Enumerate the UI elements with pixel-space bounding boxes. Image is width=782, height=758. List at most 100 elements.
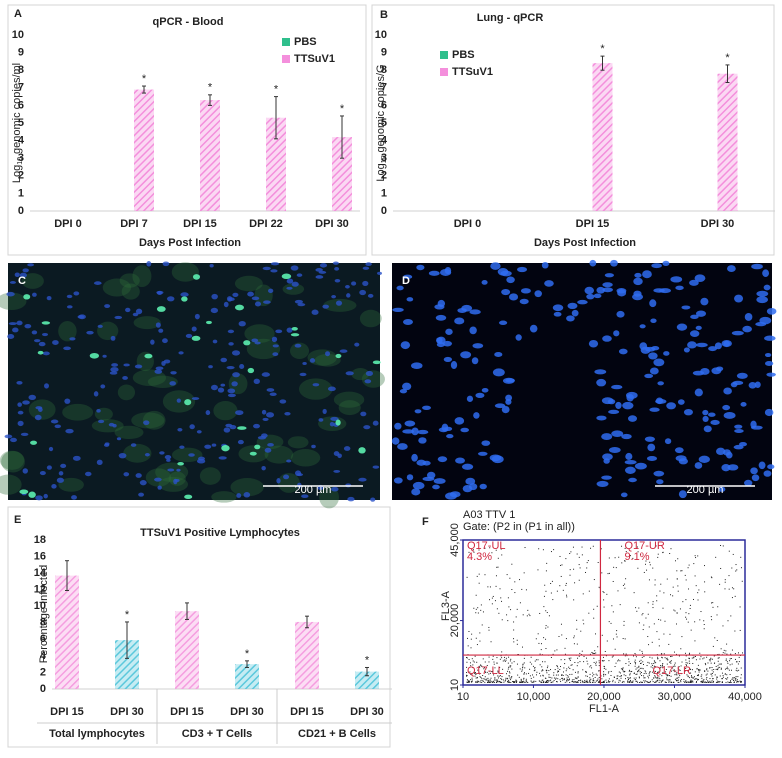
event-dot xyxy=(740,556,742,558)
cell xyxy=(309,358,316,363)
event-dot xyxy=(586,671,588,673)
significance-marker: * xyxy=(245,648,250,660)
event-dot xyxy=(709,660,711,662)
event-dot xyxy=(695,585,697,587)
event-dot xyxy=(654,579,656,581)
event-dot xyxy=(648,673,650,675)
quadrant-name: Q17-LR xyxy=(652,665,691,677)
cell xyxy=(683,347,690,353)
event-dot xyxy=(610,670,612,672)
cell xyxy=(339,349,348,353)
event-dot xyxy=(647,613,649,615)
event-dot xyxy=(645,671,647,673)
event-dot xyxy=(704,662,706,664)
cell xyxy=(331,294,336,299)
cell xyxy=(442,340,453,347)
event-dot xyxy=(740,567,742,569)
event-dot xyxy=(509,677,511,679)
event-dot xyxy=(484,667,486,669)
event-dot xyxy=(685,612,687,614)
event-dot xyxy=(638,677,640,679)
event-dot xyxy=(602,660,604,662)
event-dot xyxy=(573,681,575,683)
event-dot xyxy=(519,681,521,683)
event-dot xyxy=(670,548,672,550)
event-dot xyxy=(697,679,699,681)
event-dot xyxy=(713,662,715,664)
event-dot xyxy=(489,670,491,672)
event-dot xyxy=(590,678,592,680)
cell xyxy=(171,447,203,463)
event-dot xyxy=(594,682,596,683)
cell xyxy=(690,330,700,338)
event-dot xyxy=(605,679,607,681)
event-dot xyxy=(488,629,490,631)
event-dot xyxy=(712,671,714,673)
event-dot xyxy=(521,667,523,669)
event-dot xyxy=(665,658,667,660)
event-dot xyxy=(539,664,541,666)
event-dot xyxy=(721,681,723,683)
event-dot xyxy=(620,677,622,679)
event-dot xyxy=(541,681,543,683)
event-dot xyxy=(733,677,735,679)
event-dot xyxy=(474,655,476,657)
event-dot xyxy=(573,643,575,645)
event-dot xyxy=(476,681,478,683)
event-dot xyxy=(535,638,537,640)
event-dot xyxy=(480,677,482,679)
event-dot xyxy=(654,584,656,586)
event-dot xyxy=(617,675,619,677)
cell xyxy=(158,328,164,333)
event-dot xyxy=(535,674,537,676)
event-dot xyxy=(649,681,651,683)
event-dot xyxy=(592,672,594,674)
cell xyxy=(675,285,684,291)
event-dot xyxy=(614,557,616,559)
event-dot xyxy=(572,681,574,683)
event-dot xyxy=(544,584,546,586)
event-dot xyxy=(643,656,645,658)
event-dot xyxy=(494,600,496,602)
event-dot xyxy=(580,681,582,683)
event-dot xyxy=(685,599,687,601)
event-dot xyxy=(570,657,572,659)
event-dot xyxy=(700,675,702,677)
event-dot xyxy=(674,664,676,666)
event-dot xyxy=(618,556,620,558)
event-dot xyxy=(475,608,477,610)
event-dot xyxy=(598,665,600,667)
event-dot xyxy=(497,681,499,683)
event-dot xyxy=(638,622,640,624)
event-dot xyxy=(621,681,623,683)
event-dot xyxy=(716,614,718,616)
cell xyxy=(276,478,281,484)
cell xyxy=(132,265,152,288)
event-dot xyxy=(695,678,697,680)
cell xyxy=(617,289,627,297)
event-dot xyxy=(548,615,550,617)
cell xyxy=(764,361,774,367)
event-dot xyxy=(496,679,498,681)
event-dot xyxy=(736,670,738,672)
event-dot xyxy=(473,607,475,609)
event-dot xyxy=(716,639,718,641)
cell xyxy=(443,356,453,363)
event-dot xyxy=(542,675,544,677)
event-dot xyxy=(614,681,616,683)
cell xyxy=(211,443,217,447)
event-dot xyxy=(685,681,687,683)
quadrant-value: 4.3% xyxy=(467,551,492,563)
event-dot xyxy=(503,659,505,661)
cell xyxy=(104,304,111,309)
cell xyxy=(354,342,360,347)
event-dot xyxy=(664,620,666,622)
event-dot xyxy=(529,668,531,670)
event-dot xyxy=(731,649,733,651)
event-dot xyxy=(479,640,481,642)
event-dot xyxy=(725,658,727,660)
event-dot xyxy=(731,678,733,680)
event-dot xyxy=(688,681,690,683)
bar xyxy=(55,575,79,689)
event-dot xyxy=(523,662,525,664)
